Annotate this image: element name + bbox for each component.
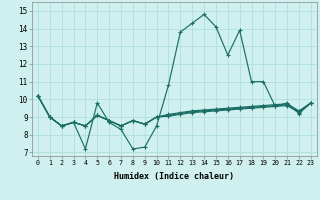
X-axis label: Humidex (Indice chaleur): Humidex (Indice chaleur): [115, 172, 234, 181]
